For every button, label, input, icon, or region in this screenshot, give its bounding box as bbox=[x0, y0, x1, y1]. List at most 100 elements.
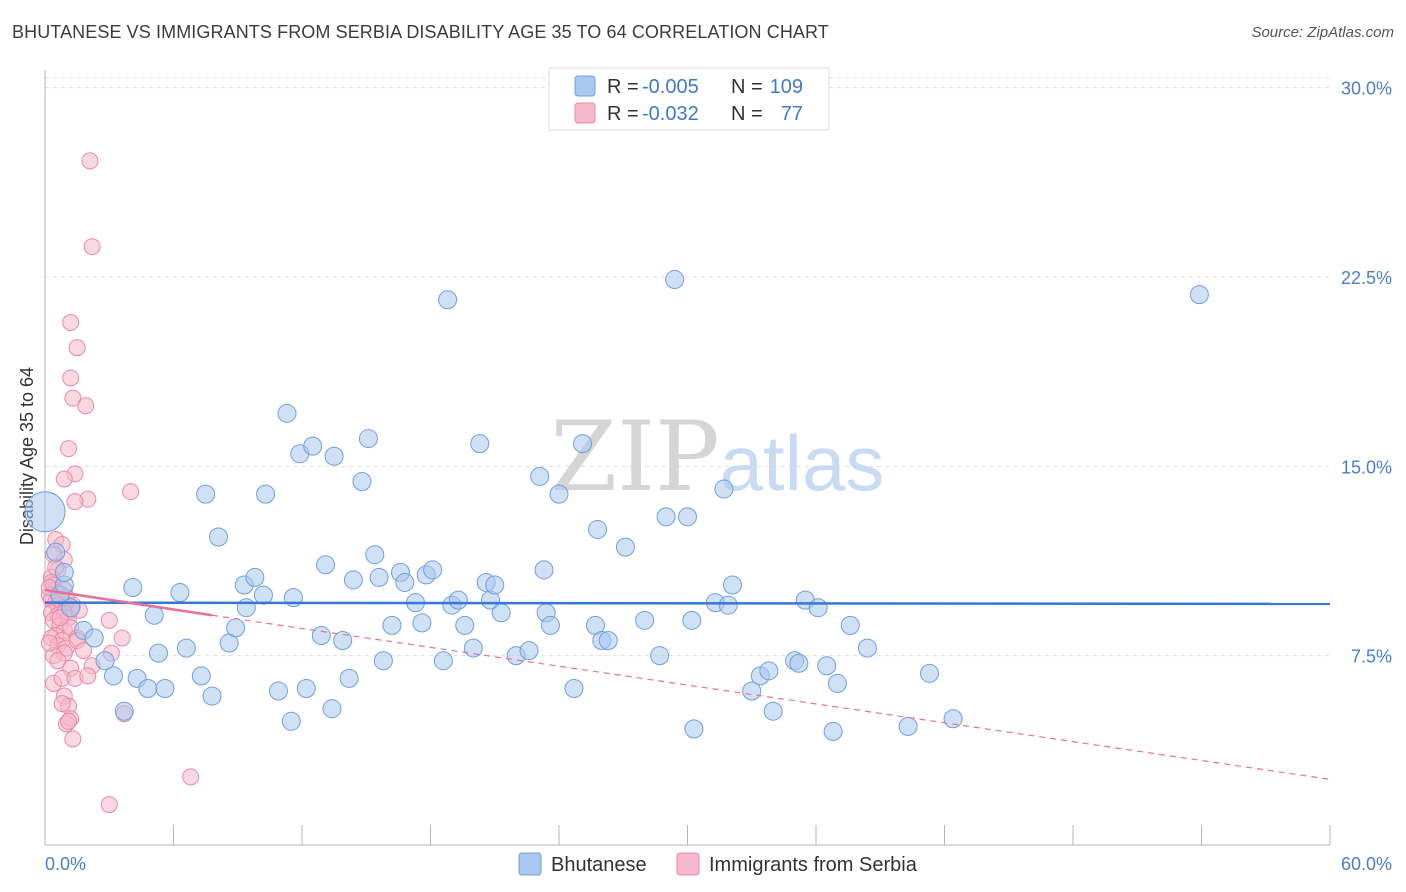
stats-swatch-pink bbox=[574, 102, 596, 124]
x-tick-labels: 0.0% 60.0% bbox=[45, 854, 1392, 874]
bhutanese-point bbox=[236, 598, 256, 618]
bhutanese-trend-line bbox=[44, 601, 1331, 606]
bhutanese-point bbox=[808, 598, 828, 618]
y-tick-label: 7.5% bbox=[1351, 647, 1392, 667]
serbia-trend-line bbox=[44, 588, 213, 617]
bhutanese-point bbox=[485, 575, 505, 595]
bhutanese-point bbox=[759, 661, 779, 681]
bhutanese-point bbox=[534, 560, 554, 580]
bhutanese-point bbox=[155, 678, 175, 698]
stats-n-label-pink: N = bbox=[731, 103, 763, 125]
bhutanese-point bbox=[226, 618, 246, 638]
stats-r-label-blue: R = bbox=[607, 76, 639, 98]
bhutanese-point bbox=[943, 709, 963, 729]
series-legend: Bhutanese Immigrants from Serbia bbox=[518, 852, 918, 876]
bhutanese-point bbox=[540, 615, 560, 635]
bhutanese-point bbox=[149, 643, 169, 663]
bhutanese-point bbox=[268, 681, 288, 701]
bhutanese-point bbox=[84, 628, 104, 648]
legend-label-serbia: Immigrants from Serbia bbox=[709, 854, 918, 876]
bhutanese-point bbox=[352, 471, 372, 491]
axes bbox=[44, 70, 1331, 846]
legend-swatch-serbia bbox=[676, 852, 700, 876]
stats-legend-box bbox=[548, 67, 830, 131]
serbia-point bbox=[49, 652, 67, 670]
bhutanese-point bbox=[564, 678, 584, 698]
bhutanese-point bbox=[1189, 285, 1209, 305]
stats-n-label-blue: N = bbox=[731, 76, 763, 98]
bhutanese-point bbox=[455, 615, 475, 635]
bhutanese-point bbox=[519, 641, 539, 661]
bhutanese-point bbox=[463, 638, 483, 658]
bhutanese-point bbox=[144, 605, 164, 625]
source-label: Source: ZipAtlas.com bbox=[1251, 24, 1394, 41]
bhutanese-point bbox=[491, 603, 511, 623]
y-tick-labels: 7.5% 15.0% 22.5% 30.0% bbox=[1341, 79, 1392, 667]
bhutanese-point bbox=[470, 434, 490, 454]
bhutanese-point bbox=[138, 678, 158, 698]
bhutanese-point bbox=[333, 631, 353, 651]
bhutanese-point bbox=[615, 537, 635, 557]
trend-lines bbox=[44, 588, 1331, 780]
serbia-point bbox=[64, 389, 82, 407]
serbia-point bbox=[40, 634, 58, 652]
bhutanese-point bbox=[433, 651, 453, 671]
serbia-point bbox=[60, 440, 78, 458]
bhutanese-point bbox=[114, 701, 134, 721]
serbia-point bbox=[79, 667, 97, 685]
bhutanese-point bbox=[438, 290, 458, 310]
bhutanese-point bbox=[650, 646, 670, 666]
bhutanese-point bbox=[104, 666, 124, 686]
bhutanese-point bbox=[395, 572, 415, 592]
serbia-point bbox=[100, 611, 118, 629]
bhutanese-point bbox=[343, 570, 363, 590]
bhutanese-point bbox=[46, 542, 66, 562]
watermark-atlas: atlas bbox=[720, 419, 885, 507]
bhutanese-point bbox=[316, 555, 336, 575]
bhutanese-point bbox=[358, 429, 378, 449]
bhutanese-point bbox=[763, 701, 783, 721]
serbia-point bbox=[55, 470, 73, 488]
serbia-point bbox=[113, 629, 131, 647]
chart-title: BHUTANESE VS IMMIGRANTS FROM SERBIA DISA… bbox=[12, 22, 829, 42]
serbia-point bbox=[64, 730, 82, 748]
bhutanese-point bbox=[665, 270, 685, 290]
serbia-point bbox=[77, 397, 95, 415]
serbia-point bbox=[60, 712, 78, 730]
serbia-point bbox=[62, 369, 80, 387]
stats-r-value-pink: -0.032 bbox=[642, 103, 699, 125]
stats-r-label-pink: R = bbox=[607, 103, 639, 125]
bhutanese-point bbox=[920, 663, 940, 683]
serbia-trend-extension bbox=[211, 614, 1331, 780]
bhutanese-point bbox=[170, 583, 190, 603]
serbia-point bbox=[68, 339, 86, 357]
bhutanese-point bbox=[202, 686, 222, 706]
stats-n-value-pink: 77 bbox=[781, 103, 803, 125]
serbia-point bbox=[83, 238, 101, 256]
bhutanese-point bbox=[898, 716, 918, 736]
y-tick-label: 30.0% bbox=[1341, 79, 1392, 99]
watermark-zip: ZIP bbox=[550, 401, 719, 513]
x-tick-label-min: 0.0% bbox=[45, 854, 86, 874]
bhutanese-point bbox=[448, 590, 468, 610]
bhutanese-point bbox=[296, 678, 316, 698]
legend-label-bhutanese: Bhutanese bbox=[551, 854, 647, 876]
bhutanese-point bbox=[682, 610, 702, 630]
y-tick-label: 22.5% bbox=[1341, 268, 1392, 288]
y-tick-label: 15.0% bbox=[1341, 457, 1392, 477]
bhutanese-point bbox=[365, 545, 385, 565]
legend-swatch-bhutanese bbox=[518, 852, 542, 876]
bhutanese-point bbox=[256, 484, 276, 504]
bhutanese-point bbox=[840, 615, 860, 635]
bhutanese-point bbox=[857, 638, 877, 658]
bhutanese-point bbox=[656, 507, 676, 527]
serbia-point bbox=[75, 642, 93, 660]
bhutanese-point bbox=[684, 719, 704, 739]
gridlines bbox=[45, 77, 1330, 657]
stats-swatch-blue bbox=[574, 75, 596, 97]
bhutanese-point bbox=[176, 638, 196, 658]
bhutanese-point bbox=[530, 466, 550, 486]
bhutanese-point bbox=[24, 491, 66, 533]
bhutanese-point bbox=[714, 479, 734, 499]
